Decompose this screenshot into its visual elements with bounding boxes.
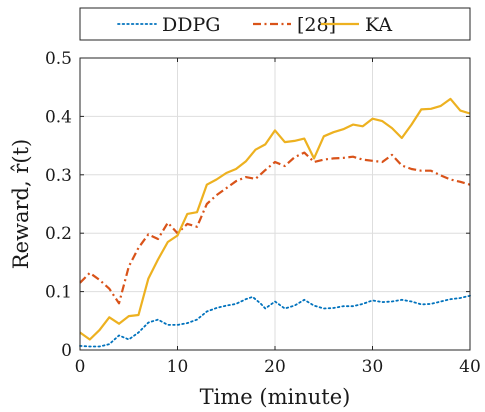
plot-series [79,97,471,348]
legend-label: KA [365,14,392,36]
x-tick-label: 20 [264,357,286,377]
x-tick-label: 30 [362,357,384,377]
y-tick-label: 0 [61,341,72,361]
series-line-28 [79,151,471,305]
x-axis-title: Time (minute) [200,385,351,409]
x-tick-label: 40 [459,357,481,377]
x-tick-label: 0 [75,357,86,377]
y-tick-label: 0.1 [45,283,72,303]
y-axis-title: Reward, r̂(t) [9,139,33,269]
grid-lines [80,58,470,350]
legend: DDPG [28] KA [79,7,471,41]
y-tick-label: 0.2 [45,224,72,244]
y-tick-label: 0.3 [45,166,72,186]
legend-label: DDPG [162,14,220,36]
legend-label: [28] [297,14,336,36]
x-tick-label: 10 [167,357,189,377]
series-line-ka [79,97,471,341]
y-tick-label: 0.4 [45,107,72,127]
y-tick-label: 0.5 [45,49,72,69]
axes: 0 10 20 30 40 0 0.1 0.2 0.3 0.4 0.5 [45,49,481,377]
